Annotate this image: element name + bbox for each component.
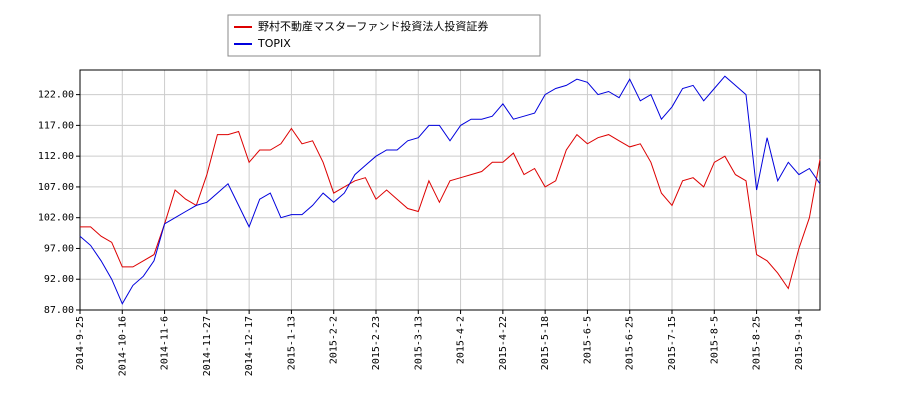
x-tick-label: 2014-12-17	[244, 316, 255, 376]
y-tick-label: 97.00	[44, 243, 74, 254]
x-tick-label: 2014-11-6	[160, 316, 171, 370]
x-tick-label: 2015-2-23	[371, 316, 382, 370]
x-tick-label: 2014-11-27	[202, 316, 213, 376]
x-tick-label: 2015-9-14	[794, 316, 805, 370]
legend-box	[227, 14, 541, 57]
x-tick-label: 2015-4-2	[456, 316, 467, 364]
series-line	[79, 75, 821, 305]
legend-label: 野村不動産マスターファンド投資法人投資証券	[258, 19, 488, 33]
x-tick-label: 2014-9-25	[75, 316, 86, 370]
x-tick-label: 2015-6-5	[582, 316, 593, 364]
x-tick-label: 2015-3-13	[413, 316, 424, 370]
x-tick-label: 2015-6-25	[625, 316, 636, 370]
legend-label: TOPIX	[257, 37, 291, 50]
y-tick-label: 112.00	[38, 151, 74, 162]
y-tick-label: 87.00	[44, 305, 74, 316]
series-line	[80, 127, 821, 290]
plot-frame	[79, 69, 821, 311]
x-tick-label: 2015-8-5	[709, 316, 720, 364]
x-tick-label: 2015-5-18	[540, 316, 551, 370]
y-tick-label: 122.00	[38, 90, 74, 101]
x-tick-label: 2015-2-2	[329, 316, 340, 364]
x-tick-label: 2015-7-15	[667, 316, 678, 370]
y-tick-label: 92.00	[44, 274, 74, 285]
x-tick-label: 2015-1-13	[286, 316, 297, 370]
y-tick-label: 102.00	[38, 213, 74, 224]
x-tick-label: 2014-10-16	[117, 316, 128, 376]
x-tick-label: 2015-4-22	[498, 316, 509, 370]
y-tick-label: 117.00	[38, 120, 74, 131]
y-tick-label: 107.00	[38, 182, 74, 193]
x-tick-label: 2015-8-25	[752, 316, 763, 370]
